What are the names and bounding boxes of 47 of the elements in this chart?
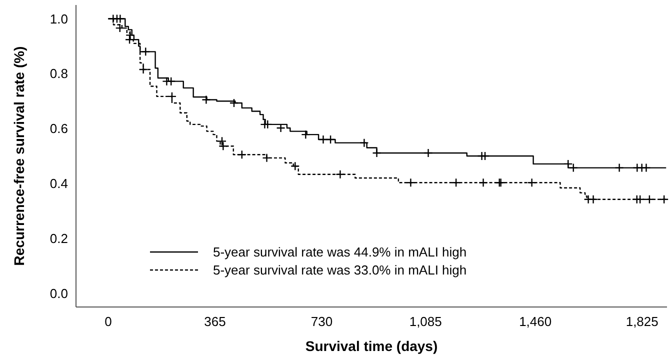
point [451, 178, 461, 188]
point [336, 170, 345, 179]
point [124, 34, 134, 44]
point [372, 148, 382, 158]
point [263, 120, 272, 130]
x-tick-label: 365 [204, 314, 226, 329]
point [229, 98, 239, 108]
point [642, 163, 651, 172]
point [126, 30, 135, 40]
point [527, 178, 536, 188]
point [406, 178, 416, 188]
point [635, 194, 645, 204]
point [138, 64, 148, 74]
point [262, 153, 272, 163]
point [326, 134, 336, 144]
x-tick-label: 1,460 [519, 314, 552, 329]
point [588, 194, 598, 204]
point [141, 47, 150, 56]
point [424, 148, 433, 158]
point [301, 130, 310, 140]
point [644, 194, 654, 204]
y-tick-label: 0.8 [50, 66, 68, 82]
point [659, 194, 669, 204]
point [318, 134, 328, 144]
x-tick-label: 1,825 [626, 314, 658, 329]
x-tick-label: 0 [104, 314, 112, 329]
y-tick-label: 0.6 [50, 121, 68, 136]
point [360, 138, 369, 148]
y-tick-label: 0.0 [50, 286, 68, 301]
legend-label: 5-year survival rate was 44.9% in mALI high [213, 244, 467, 260]
point [115, 23, 124, 33]
y-tick-label: 1.0 [50, 11, 68, 26]
y-tick-label: 0.2 [50, 230, 68, 246]
point [614, 163, 624, 172]
y-axis-title: Recurrence-free survival rate (%) [11, 46, 27, 266]
legend-label: 5-year survival rate was 33.0% in mALI high [213, 262, 467, 278]
point [478, 178, 488, 188]
x-tick-label: 730 [310, 314, 333, 329]
point [290, 162, 300, 171]
point [202, 95, 211, 104]
point [166, 76, 176, 86]
x-tick-label: 1,085 [409, 314, 442, 329]
y-tick-label: 0.4 [50, 176, 68, 192]
point [237, 150, 246, 160]
point [480, 151, 490, 161]
point [167, 92, 177, 102]
x-axis-title: Survival time (days) [305, 338, 438, 354]
